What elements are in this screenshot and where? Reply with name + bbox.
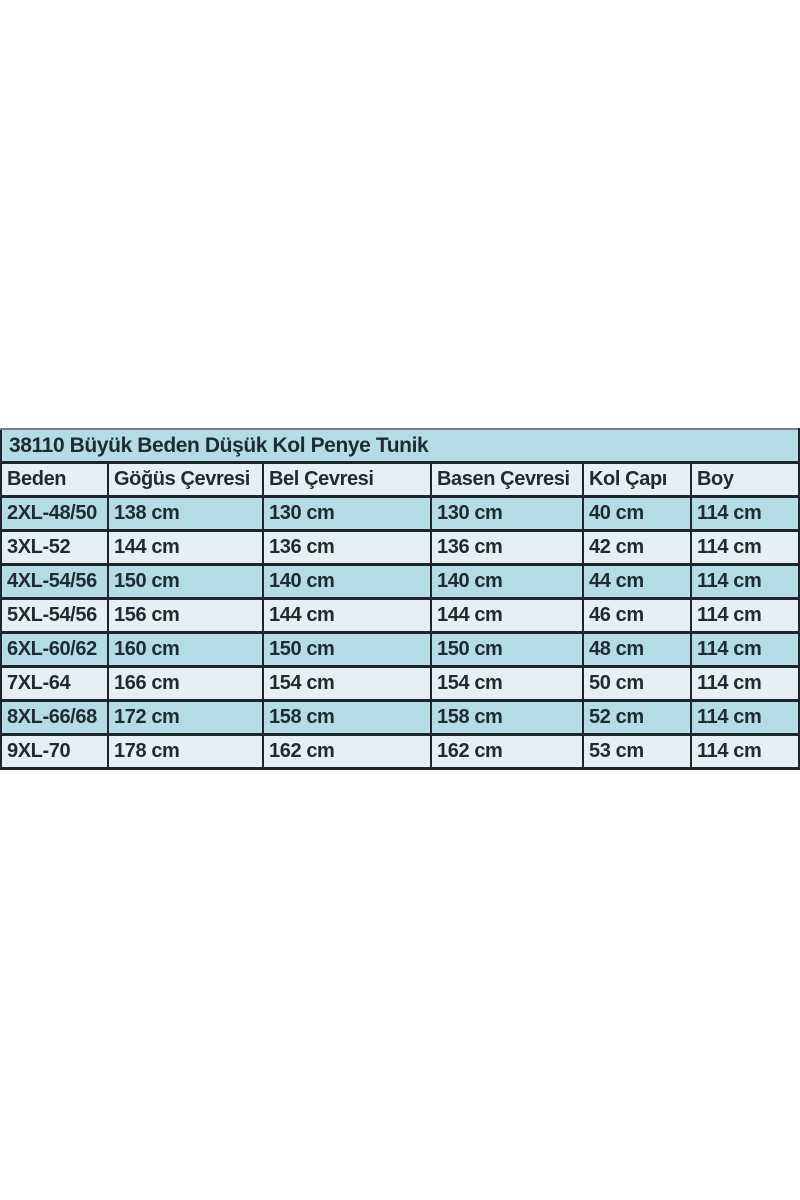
- table-row-2xl: 2XL-48/50 138 cm 130 cm 130 cm 40 cm 114…: [0, 495, 800, 532]
- table-cell: 50 cm: [582, 665, 692, 702]
- table-cell: 114 cm: [689, 495, 800, 532]
- table-header-row: Beden Göğüs Çevresi Bel Çevresi Basen Çe…: [0, 461, 800, 498]
- table-cell: 156 cm: [107, 597, 264, 634]
- table-cell: 40 cm: [582, 495, 692, 532]
- table-cell: 130 cm: [430, 495, 584, 532]
- size-label-cell: 6XL-60/62: [0, 631, 109, 668]
- size-label-cell: 7XL-64: [0, 665, 109, 702]
- table-cell: 140 cm: [262, 563, 432, 600]
- table-cell: 138 cm: [107, 495, 264, 532]
- size-chart-table: 38110 Büyük Beden Düşük Kol Penye Tunik …: [0, 428, 800, 770]
- table-cell: 144 cm: [262, 597, 432, 634]
- table-cell: 158 cm: [430, 699, 584, 736]
- column-header-gogus-cevresi: Göğüs Çevresi: [107, 461, 264, 498]
- table-title-row: 38110 Büyük Beden Düşük Kol Penye Tunik: [0, 428, 800, 464]
- size-label-cell: 2XL-48/50: [0, 495, 109, 532]
- table-row-3xl: 3XL-52 144 cm 136 cm 136 cm 42 cm 114 cm: [0, 529, 800, 566]
- table-cell: 114 cm: [689, 529, 800, 566]
- table-cell: 136 cm: [262, 529, 432, 566]
- size-label-cell: 8XL-66/68: [0, 699, 109, 736]
- table-row-8xl: 8XL-66/68 172 cm 158 cm 158 cm 52 cm 114…: [0, 699, 800, 736]
- table-cell: 48 cm: [582, 631, 692, 668]
- size-chart: 38110 Büyük Beden Düşük Kol Penye Tunik …: [0, 428, 800, 770]
- table-cell: 44 cm: [582, 563, 692, 600]
- table-cell: 140 cm: [430, 563, 584, 600]
- table-cell: 114 cm: [689, 563, 800, 600]
- column-header-basen-cevresi: Basen Çevresi: [430, 461, 584, 498]
- size-label-cell: 4XL-54/56: [0, 563, 109, 600]
- table-cell: 160 cm: [107, 631, 264, 668]
- table-cell: 144 cm: [107, 529, 264, 566]
- table-cell: 150 cm: [107, 563, 264, 600]
- table-cell: 42 cm: [582, 529, 692, 566]
- table-cell: 114 cm: [689, 597, 800, 634]
- table-cell: 114 cm: [689, 665, 800, 702]
- column-header-kol-capi: Kol Çapı: [582, 461, 692, 498]
- table-row-6xl: 6XL-60/62 160 cm 150 cm 150 cm 48 cm 114…: [0, 631, 800, 668]
- table-cell: 158 cm: [262, 699, 432, 736]
- table-row-5xl: 5XL-54/56 156 cm 144 cm 144 cm 46 cm 114…: [0, 597, 800, 634]
- table-cell: 150 cm: [430, 631, 584, 668]
- table-cell: 130 cm: [262, 495, 432, 532]
- table-row-4xl: 4XL-54/56 150 cm 140 cm 140 cm 44 cm 114…: [0, 563, 800, 600]
- table-cell: 172 cm: [107, 699, 264, 736]
- table-cell: 166 cm: [107, 665, 264, 702]
- table-cell: 150 cm: [262, 631, 432, 668]
- table-title: 38110 Büyük Beden Düşük Kol Penye Tunik: [0, 428, 800, 464]
- table-cell: 114 cm: [689, 733, 800, 770]
- table-cell: 154 cm: [262, 665, 432, 702]
- table-cell: 114 cm: [689, 699, 800, 736]
- table-cell: 114 cm: [689, 631, 800, 668]
- table-cell: 52 cm: [582, 699, 692, 736]
- table-cell: 144 cm: [430, 597, 584, 634]
- table-cell: 178 cm: [107, 733, 264, 770]
- table-row-7xl: 7XL-64 166 cm 154 cm 154 cm 50 cm 114 cm: [0, 665, 800, 702]
- table-cell: 162 cm: [262, 733, 432, 770]
- table-row-9xl: 9XL-70 178 cm 162 cm 162 cm 53 cm 114 cm: [0, 733, 800, 770]
- table-cell: 162 cm: [430, 733, 584, 770]
- size-label-cell: 3XL-52: [0, 529, 109, 566]
- table-cell: 136 cm: [430, 529, 584, 566]
- size-label-cell: 9XL-70: [0, 733, 109, 770]
- table-cell: 46 cm: [582, 597, 692, 634]
- table-cell: 154 cm: [430, 665, 584, 702]
- size-label-cell: 5XL-54/56: [0, 597, 109, 634]
- column-header-bel-cevresi: Bel Çevresi: [262, 461, 432, 498]
- column-header-beden: Beden: [0, 461, 109, 498]
- column-header-boy: Boy: [689, 461, 800, 498]
- table-cell: 53 cm: [582, 733, 692, 770]
